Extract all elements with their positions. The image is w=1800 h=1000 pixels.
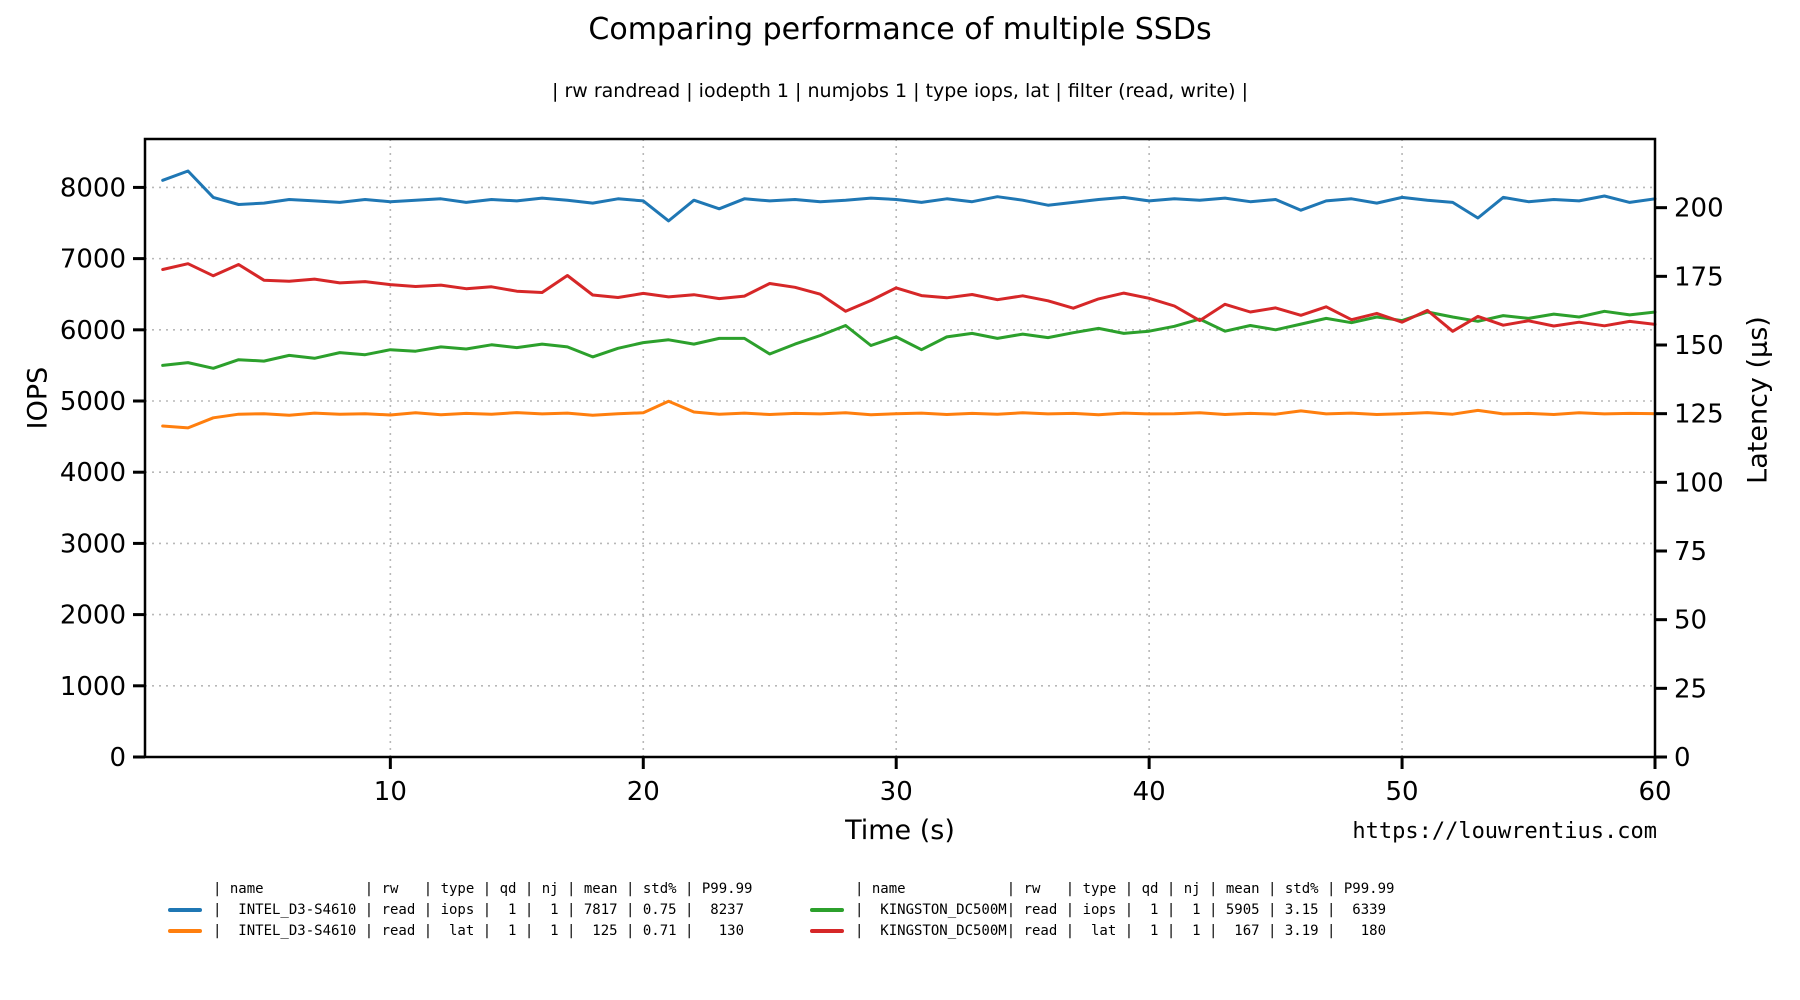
x-tick-label: 20 xyxy=(627,777,660,807)
y-left-tick-label: 8000 xyxy=(60,173,126,203)
y-right-tick-label: 75 xyxy=(1674,537,1707,567)
legend-table-kingston: | name | rw | type | qd | nj | mean | st… xyxy=(810,878,1394,941)
x-tick-label: 60 xyxy=(1638,777,1671,807)
legend-row-0-0: | INTEL_D3-S4610 | read | iops | 1 | 1 |… xyxy=(168,899,752,920)
y-left-tick-label: 0 xyxy=(109,743,126,773)
legend-row-0-1: | INTEL_D3-S4610 | read | lat | 1 | 1 | … xyxy=(168,920,752,941)
legend-row-header: | name | rw | type | qd | nj | mean | st… xyxy=(168,878,752,899)
legend-line-swatch xyxy=(810,928,844,933)
legend-row-text: | INTEL_D3-S4610 | read | iops | 1 | 1 |… xyxy=(213,901,745,918)
series-line-1 xyxy=(161,399,1657,430)
y-axis-left-label: IOPS xyxy=(22,366,54,430)
y-right-tick-label: 50 xyxy=(1674,606,1707,636)
legend-row-1-0: | KINGSTON_DC500M| read | iops | 1 | 1 |… xyxy=(810,899,1394,920)
legend-swatch-spacer xyxy=(810,887,844,891)
y-right-tick-label: 25 xyxy=(1674,674,1707,704)
y-right-tick-label: 150 xyxy=(1674,331,1724,361)
y-left-tick-label: 2000 xyxy=(60,601,126,631)
y-left-tick-label: 7000 xyxy=(60,245,126,275)
legend-row-1-1: | KINGSTON_DC500M| read | lat | 1 | 1 | … xyxy=(810,920,1394,941)
series-line-2 xyxy=(161,309,1657,370)
chart-title: Comparing performance of multiple SSDs xyxy=(588,12,1212,47)
x-tick-label: 40 xyxy=(1133,777,1166,807)
watermark-url: https://louwrentius.com xyxy=(1352,819,1657,844)
x-tick-label: 50 xyxy=(1386,777,1419,807)
legend-line-swatch xyxy=(810,907,844,912)
legend-row-header: | name | rw | type | qd | nj | mean | st… xyxy=(810,878,1394,899)
y-left-tick-label: 6000 xyxy=(60,316,126,346)
legend-row-text: | name | rw | type | qd | nj | mean | st… xyxy=(855,880,1395,897)
series-line-0 xyxy=(161,169,1657,223)
legend-row-text: | name | rw | type | qd | nj | mean | st… xyxy=(213,880,753,897)
legend-swatch-spacer xyxy=(168,887,202,891)
plot-border xyxy=(143,137,1657,759)
y-left-tick-label: 1000 xyxy=(60,672,126,702)
y-right-tick-label: 175 xyxy=(1674,262,1724,292)
y-right-tick-label: 100 xyxy=(1674,468,1724,498)
y-right-tick-label: 200 xyxy=(1674,194,1724,224)
x-tick-label: 30 xyxy=(880,777,913,807)
legend-row-text: | KINGSTON_DC500M| read | iops | 1 | 1 |… xyxy=(855,901,1387,918)
y-axis-right-label: Latency (µs) xyxy=(1742,316,1774,484)
chart-subtitle: | rw randread | iodepth 1 | numjobs 1 | … xyxy=(552,80,1248,102)
legend-row-text: | INTEL_D3-S4610 | read | lat | 1 | 1 | … xyxy=(213,922,745,939)
legend-row-text: | KINGSTON_DC500M| read | lat | 1 | 1 | … xyxy=(855,922,1387,939)
legend-line-swatch xyxy=(168,928,202,933)
y-left-tick-label: 4000 xyxy=(60,458,126,488)
y-left-tick-label: 5000 xyxy=(60,387,126,417)
x-tick-label: 10 xyxy=(374,777,407,807)
y-left-tick-label: 3000 xyxy=(60,529,126,559)
series-line-3 xyxy=(161,262,1657,333)
y-right-tick-label: 0 xyxy=(1674,743,1691,773)
y-right-tick-label: 125 xyxy=(1674,400,1724,430)
x-axis-label: Time (s) xyxy=(845,815,955,846)
legend-line-swatch xyxy=(168,907,202,912)
legend-table-intel: | name | rw | type | qd | nj | mean | st… xyxy=(168,878,752,941)
